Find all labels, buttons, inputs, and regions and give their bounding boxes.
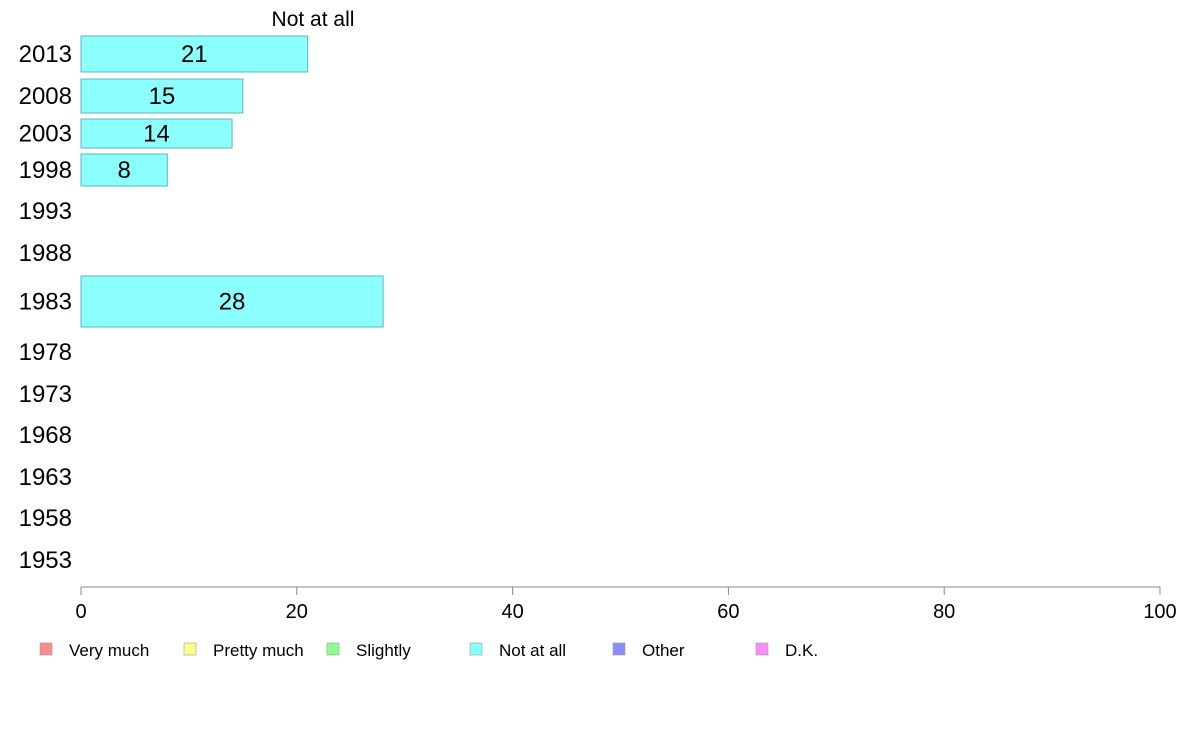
legend-label-pretty-much: Pretty much bbox=[213, 641, 304, 660]
y-tick-label-1993: 1993 bbox=[19, 198, 72, 225]
bar-value-label-1998: 8 bbox=[117, 157, 130, 184]
y-tick-label-2013: 2013 bbox=[19, 41, 72, 68]
y-tick-label-1958: 1958 bbox=[19, 505, 72, 532]
y-tick-label-1963: 1963 bbox=[19, 464, 72, 491]
legend-label-d-k: D.K. bbox=[785, 641, 818, 660]
x-tick-label-80: 80 bbox=[933, 601, 955, 623]
legend-item-not-at-all: Not at all bbox=[469, 641, 566, 660]
legend-label-very-much: Very much bbox=[69, 641, 149, 660]
y-tick-label-1983: 1983 bbox=[19, 289, 72, 316]
y-tick-label-1988: 1988 bbox=[19, 240, 72, 267]
y-tick-label-2008: 2008 bbox=[19, 83, 72, 110]
legend-swatch-not-at-all bbox=[469, 642, 483, 656]
bar-2008 bbox=[80, 78, 244, 114]
legend-item-pretty-much: Pretty much bbox=[183, 641, 304, 660]
legend-item-d-k: D.K. bbox=[755, 641, 818, 660]
legend-swatch-pretty-much bbox=[183, 642, 197, 656]
x-tick-label-100: 100 bbox=[1143, 601, 1176, 623]
legend-swatch-other bbox=[612, 642, 626, 656]
legend-item-very-much: Very much bbox=[39, 641, 149, 660]
y-tick-label-1978: 1978 bbox=[19, 339, 72, 366]
bar-value-label-1983: 28 bbox=[219, 289, 246, 316]
legend-swatch-slightly bbox=[326, 642, 340, 656]
bar-value-label-2013: 21 bbox=[181, 41, 208, 68]
bar-2003 bbox=[80, 118, 233, 149]
legend-swatch-very-much bbox=[39, 642, 53, 656]
x-tick-label-0: 0 bbox=[75, 601, 86, 623]
bar-2013 bbox=[80, 35, 309, 73]
legend-item-slightly: Slightly bbox=[326, 641, 411, 660]
y-tick-label-1968: 1968 bbox=[19, 422, 72, 449]
legend-label-other: Other bbox=[642, 641, 685, 660]
legend-label-slightly: Slightly bbox=[356, 641, 411, 660]
bar-1998 bbox=[80, 153, 168, 187]
legend-label-not-at-all: Not at all bbox=[499, 641, 566, 660]
legend-swatch-d-k bbox=[755, 642, 769, 656]
y-tick-label-1973: 1973 bbox=[19, 381, 72, 408]
x-tick-label-20: 20 bbox=[286, 601, 308, 623]
bar-1983 bbox=[80, 275, 384, 328]
series-title: Not at all bbox=[272, 8, 355, 31]
bar-value-label-2008: 15 bbox=[149, 83, 176, 110]
y-tick-label-1998: 1998 bbox=[19, 157, 72, 184]
legend-item-other: Other bbox=[612, 641, 685, 660]
x-tick-label-40: 40 bbox=[501, 601, 523, 623]
y-tick-label-2003: 2003 bbox=[19, 121, 72, 148]
bar-value-label-2003: 14 bbox=[143, 121, 170, 148]
x-tick-label-60: 60 bbox=[717, 601, 739, 623]
y-tick-label-1953: 1953 bbox=[19, 547, 72, 574]
